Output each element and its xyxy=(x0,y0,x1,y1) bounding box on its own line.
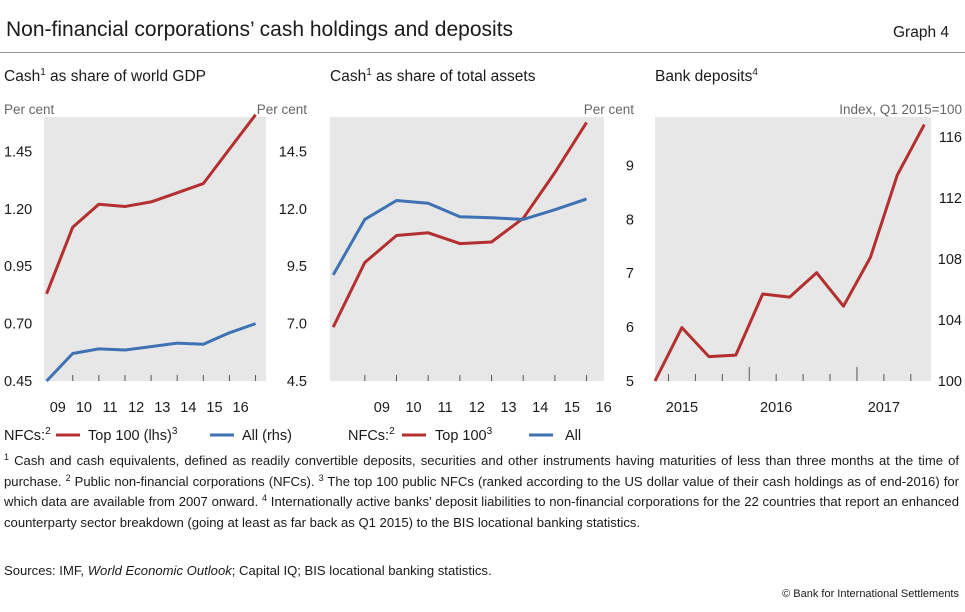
ytick-deposits-4: 116 xyxy=(939,130,962,146)
legend-red-assets-part-1: 3 xyxy=(487,426,493,437)
right-unit-assets: Per cent xyxy=(584,102,635,117)
ytick-deposits-0: 100 xyxy=(938,374,962,390)
legend-red-assets: Top 1003 xyxy=(435,426,493,444)
legend-prefix-assets: NFCs:2 xyxy=(348,426,395,444)
xlabel-assets-2: 11 xyxy=(438,400,453,416)
ytick-right-gdp-2: 9.5 xyxy=(287,259,307,275)
right-unit-deposits: Index, Q1 2015=100 xyxy=(839,102,962,117)
panel-title-deposits-part-0: Bank deposits xyxy=(655,68,753,85)
legend-blue-assets: All xyxy=(565,428,581,444)
xlabel-assets-3: 12 xyxy=(469,400,485,416)
panel-title-gdp-part-2: as share of world GDP xyxy=(46,68,206,85)
xlabel-gdp-1: 10 xyxy=(76,400,92,416)
legend-blue-gdp: All (rhs) xyxy=(242,428,292,444)
legend-red-gdp-part-0: Top 100 (lhs) xyxy=(88,428,172,444)
xlabel-deposits-0: 2015 xyxy=(666,400,698,416)
ytick-deposits-1: 104 xyxy=(938,313,962,329)
panel-title-gdp-part-0: Cash xyxy=(4,68,40,85)
legend-prefix-assets-part-1: 2 xyxy=(389,426,395,437)
ytick-assets-3: 8 xyxy=(626,212,634,228)
ytick-assets-4: 9 xyxy=(626,158,634,174)
left-unit-gdp: Per cent xyxy=(4,102,55,117)
legend-red-gdp-part-1: 3 xyxy=(172,426,178,437)
xlabel-gdp-3: 12 xyxy=(128,400,144,416)
xlabel-gdp-2: 11 xyxy=(102,400,117,416)
legend-prefix-assets-part-0: NFCs: xyxy=(348,428,389,444)
panel-title-deposits-part-1: 4 xyxy=(752,67,758,78)
ytick-right-gdp-3: 12.0 xyxy=(279,202,307,218)
sources-prefix: Sources: IMF, xyxy=(4,563,88,578)
footnote-3-marker: 3 xyxy=(318,472,324,483)
panel-title-gdp-part-1: 1 xyxy=(40,67,46,78)
ytick-deposits-3: 112 xyxy=(939,191,962,207)
copyright: © Bank for International Settlements xyxy=(782,588,959,600)
legend-prefix-gdp-part-1: 2 xyxy=(45,426,51,437)
footnote-1-marker: 1 xyxy=(4,452,10,462)
plot-area-deposits xyxy=(655,117,931,381)
ytick-left-gdp-3: 1.20 xyxy=(4,202,32,218)
sources-italic: World Economic Outlook xyxy=(87,563,232,578)
series-line-assets-red xyxy=(331,121,588,328)
xlabel-gdp-0: 09 xyxy=(50,400,66,416)
panel-title-assets-part-0: Cash xyxy=(330,68,366,85)
footnotes: 1 Cash and cash equivalents, defined as … xyxy=(4,451,959,533)
sources-rest: ; Capital IQ; BIS locational banking sta… xyxy=(231,563,492,578)
panel-title-deposits: Bank deposits4 xyxy=(655,67,758,85)
ytick-left-gdp-1: 0.70 xyxy=(4,317,32,333)
xlabel-assets-5: 14 xyxy=(532,400,548,416)
legend-prefix-gdp-part-0: NFCs: xyxy=(4,428,45,444)
xlabel-gdp-6: 15 xyxy=(206,400,222,416)
ytick-assets-2: 7 xyxy=(626,266,634,282)
footnote-4: Internationally active banks’ deposit li… xyxy=(4,494,959,530)
plot-area-assets xyxy=(330,117,604,381)
series-line-deposits-red xyxy=(653,123,926,382)
xlabel-gdp-7: 16 xyxy=(233,400,249,416)
ytick-right-gdp-0: 4.5 xyxy=(287,374,307,390)
xlabel-assets-0: 09 xyxy=(374,400,390,416)
series-line-gdp-blue xyxy=(45,322,257,383)
xlabel-deposits-2: 2017 xyxy=(868,400,900,416)
right-unit-gdp: Per cent xyxy=(257,102,308,117)
panel-title-assets-part-2: as share of total assets xyxy=(372,68,536,85)
sources-line: Sources: IMF, World Economic Outlook; Ca… xyxy=(4,563,492,578)
xlabel-gdp-5: 14 xyxy=(180,400,196,416)
series-line-gdp-red xyxy=(45,113,257,295)
legend-prefix-gdp: NFCs:2 xyxy=(4,426,51,444)
xlabel-assets-4: 13 xyxy=(500,400,516,416)
footnote-2-marker: 2 xyxy=(65,472,71,483)
footnote-2: Public non-financial corporations (NFCs)… xyxy=(70,473,319,489)
xlabel-assets-6: 15 xyxy=(564,400,580,416)
ytick-left-gdp-4: 1.45 xyxy=(4,144,32,160)
legend-red-gdp: Top 100 (lhs)3 xyxy=(88,426,178,444)
xlabel-gdp-4: 13 xyxy=(154,400,170,416)
plot-area-gdp xyxy=(44,117,266,381)
panel-title-assets-part-1: 1 xyxy=(366,67,372,78)
ytick-assets-1: 6 xyxy=(626,320,634,336)
xlabel-assets-1: 10 xyxy=(405,400,421,416)
ytick-right-gdp-4: 14.5 xyxy=(279,144,307,160)
panel-title-assets: Cash1 as share of total assets xyxy=(330,67,536,85)
ytick-left-gdp-2: 0.95 xyxy=(4,259,32,275)
footnote-1: Cash and cash equivalents, defined as re… xyxy=(4,453,959,489)
ytick-assets-0: 5 xyxy=(626,374,634,390)
series-line-assets-blue xyxy=(331,197,588,276)
xlabel-assets-7: 16 xyxy=(596,400,612,416)
graph-label: Graph 4 xyxy=(892,24,949,41)
panel-title-gdp: Cash1 as share of world GDP xyxy=(4,67,206,85)
footnote-4-marker: 4 xyxy=(262,493,268,503)
ytick-right-gdp-1: 7.0 xyxy=(287,317,307,333)
ytick-deposits-2: 108 xyxy=(938,252,962,268)
page-title: Non-financial corporations’ cash holding… xyxy=(6,18,514,41)
footnote-3: The top 100 public NFCs (ranked accordin… xyxy=(4,473,960,510)
legend-red-assets-part-0: Top 100 xyxy=(435,428,487,444)
title-rule xyxy=(0,52,965,53)
xlabel-deposits-1: 2016 xyxy=(760,400,792,416)
ytick-left-gdp-0: 0.45 xyxy=(4,374,32,390)
